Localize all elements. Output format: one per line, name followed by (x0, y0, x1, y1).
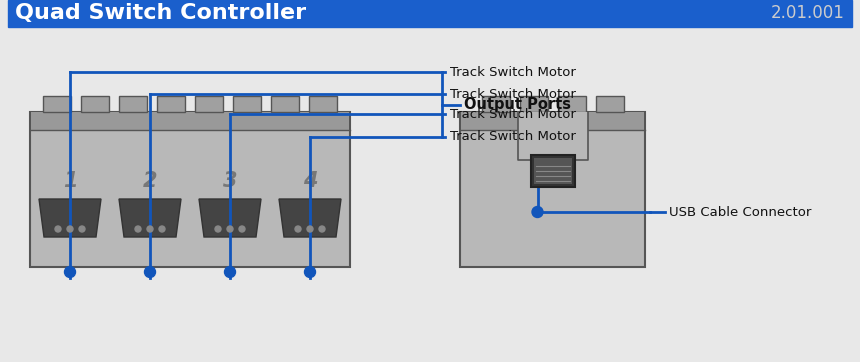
Circle shape (79, 226, 85, 232)
Bar (157, 96, 185, 112)
Bar (81, 96, 109, 112)
Circle shape (55, 226, 61, 232)
Circle shape (147, 226, 153, 232)
Polygon shape (279, 199, 341, 237)
Bar (533, 158, 572, 184)
Circle shape (307, 226, 313, 232)
Circle shape (224, 266, 236, 278)
Polygon shape (39, 199, 101, 237)
Circle shape (135, 226, 141, 232)
Text: Output Ports: Output Ports (464, 97, 571, 112)
Circle shape (159, 226, 165, 232)
Circle shape (319, 226, 325, 232)
Text: USB Cable Connector: USB Cable Connector (669, 206, 811, 219)
Polygon shape (119, 199, 181, 237)
Bar (461, 112, 644, 130)
Bar (519, 96, 548, 112)
Bar (595, 96, 624, 112)
Bar (30, 112, 350, 267)
Bar (8, 0, 852, 27)
Text: Track Switch Motor: Track Switch Motor (450, 108, 576, 121)
Circle shape (227, 226, 233, 232)
Circle shape (144, 266, 156, 278)
Text: 1: 1 (63, 171, 77, 191)
Text: Track Switch Motor: Track Switch Motor (450, 88, 576, 101)
Circle shape (304, 266, 316, 278)
Bar (309, 96, 337, 112)
Circle shape (532, 206, 543, 218)
Bar (557, 96, 586, 112)
Bar (531, 155, 574, 187)
Circle shape (295, 226, 301, 232)
Bar (482, 96, 509, 112)
Text: 3: 3 (223, 171, 237, 191)
Text: 2.01.001: 2.01.001 (771, 4, 845, 22)
Text: 4: 4 (303, 171, 317, 191)
Text: Quad Switch Controller: Quad Switch Controller (15, 4, 306, 24)
Bar (195, 96, 223, 112)
Text: 2: 2 (143, 171, 157, 191)
Text: Track Switch Motor: Track Switch Motor (450, 130, 576, 143)
Circle shape (215, 226, 221, 232)
Circle shape (64, 266, 76, 278)
Bar (233, 96, 261, 112)
Text: Track Switch Motor: Track Switch Motor (450, 66, 576, 79)
Bar (119, 96, 147, 112)
Bar (271, 96, 299, 112)
Bar (43, 96, 71, 112)
Bar (518, 112, 587, 160)
Bar (31, 112, 349, 130)
Bar (460, 112, 645, 267)
Polygon shape (199, 199, 261, 237)
Circle shape (239, 226, 245, 232)
Circle shape (67, 226, 73, 232)
